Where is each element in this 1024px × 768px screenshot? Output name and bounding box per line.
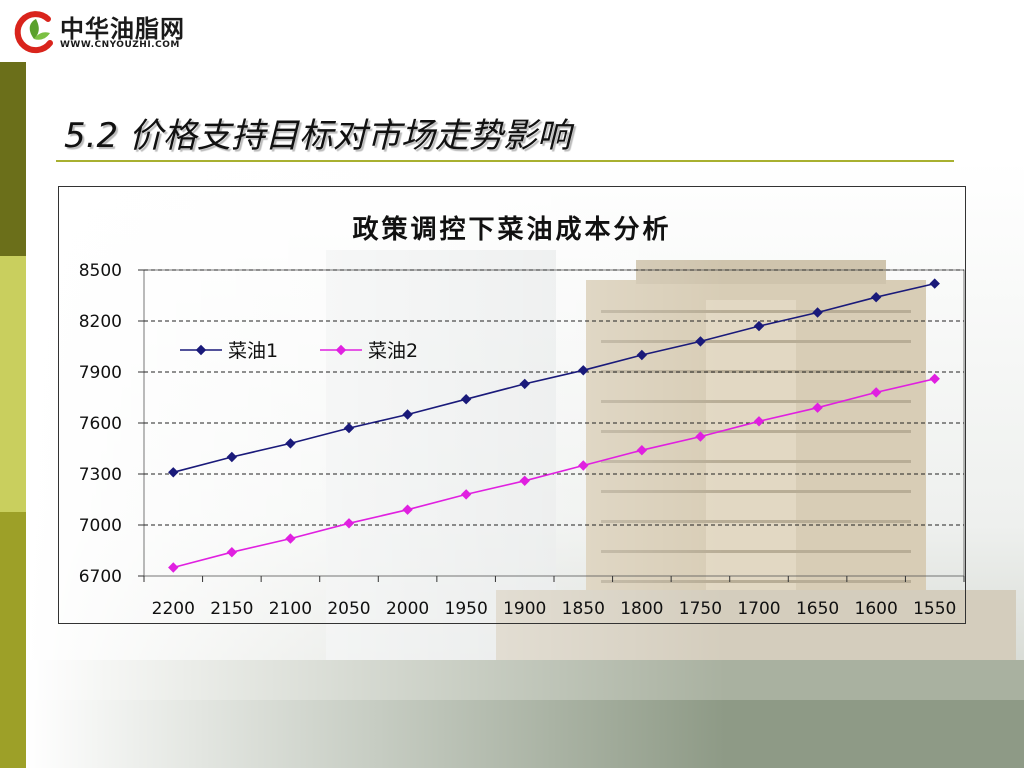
- y-tick-label: 6700: [79, 567, 122, 587]
- data-point: [226, 546, 238, 558]
- series-line: [173, 282, 935, 474]
- data-point: [753, 320, 765, 332]
- slide-title: 5.2 价格支持目标对市场走势影响: [64, 116, 571, 156]
- data-point: [343, 518, 355, 529]
- accent-segment-mid: [0, 512, 26, 768]
- logo-url-text: WWW.CNYOUZHI.COM: [60, 40, 180, 50]
- data-point: [929, 278, 940, 289]
- y-tick-label: 7600: [79, 414, 122, 434]
- logo: 中华油脂网 WWW.CNYOUZHI.COM: [0, 0, 210, 62]
- leaf-c-logo-icon: [14, 11, 53, 54]
- x-tick-label: 2050: [327, 599, 370, 619]
- x-tick-label: 1650: [796, 599, 839, 619]
- x-tick-label: 2200: [152, 599, 195, 619]
- chart-frame: [58, 186, 966, 624]
- data-point: [195, 344, 207, 356]
- logo-chinese-text: 中华油脂网: [60, 15, 185, 43]
- data-point: [578, 365, 589, 376]
- chart-title: 政策调控下菜油成本分析: [352, 214, 671, 245]
- data-point: [343, 422, 355, 434]
- data-point: [335, 344, 347, 356]
- data-point: [870, 291, 882, 303]
- left-accent-bar: [0, 0, 26, 768]
- x-tick-label: 1950: [445, 599, 488, 619]
- x-tick-label: 1800: [620, 599, 663, 619]
- data-point: [226, 451, 238, 463]
- series-line: [173, 378, 935, 569]
- x-tick-label: 1850: [562, 599, 605, 619]
- x-tick-label: 1600: [855, 599, 898, 619]
- y-tick-label: 8500: [79, 261, 122, 281]
- data-point: [812, 402, 823, 413]
- data-point: [285, 533, 296, 544]
- data-point: [519, 378, 530, 390]
- data-point: [460, 489, 472, 500]
- data-point: [753, 416, 765, 427]
- accent-segment-dark: [0, 62, 26, 256]
- data-point: [636, 444, 648, 456]
- data-point: [695, 336, 706, 347]
- building-photo-background: [26, 160, 1024, 768]
- accent-segment-light: [0, 256, 26, 512]
- x-tick-label: 1700: [737, 599, 780, 619]
- data-point: [285, 438, 296, 449]
- data-point: [636, 349, 648, 361]
- data-point: [812, 307, 823, 318]
- legend-label: 菜油2: [368, 340, 418, 362]
- data-point: [519, 475, 530, 487]
- x-tick-label: 1750: [679, 599, 722, 619]
- x-tick-label: 2150: [210, 599, 253, 619]
- x-tick-label: 2000: [386, 599, 429, 619]
- title-underline: [56, 160, 954, 162]
- line-chart: 政策调控下菜油成本分析 6700 7000 7300 7600 7900 8200 8500…: [58, 186, 966, 624]
- y-tick-label: 7900: [79, 363, 122, 383]
- data-point: [929, 373, 940, 385]
- y-tick-label: 7000: [79, 516, 122, 536]
- data-point: [402, 409, 413, 420]
- data-point: [168, 562, 179, 573]
- data-point: [402, 504, 413, 515]
- data-point: [870, 387, 882, 398]
- y-tick-label: 7300: [79, 465, 122, 485]
- data-point: [695, 431, 706, 442]
- data-point: [168, 467, 179, 478]
- x-tick-label: 2100: [269, 599, 312, 619]
- legend-label: 菜油1: [228, 340, 278, 362]
- data-point: [460, 393, 472, 405]
- x-tick-label: 1900: [503, 599, 546, 619]
- x-tick-label: 1550: [913, 599, 956, 619]
- data-point: [578, 460, 589, 471]
- y-tick-label: 8200: [79, 312, 122, 332]
